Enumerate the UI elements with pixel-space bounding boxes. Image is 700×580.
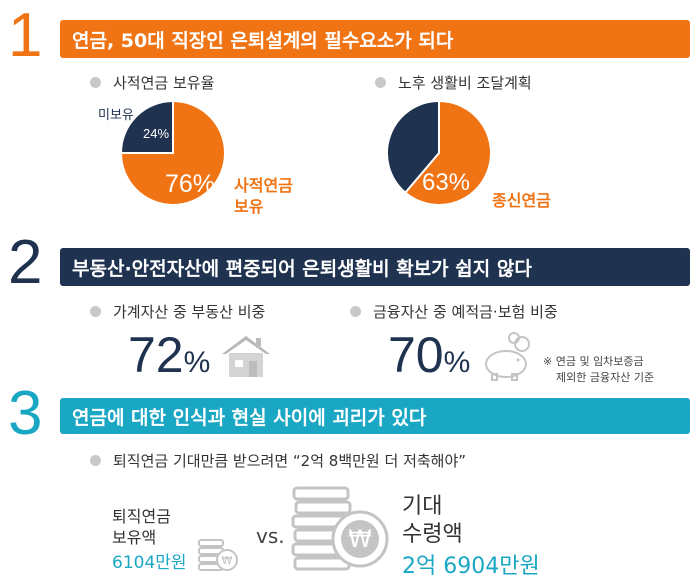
pie-slice-main (403, 99, 492, 206)
section-banner-3: 연금에 대한 인식과 현실 사이에 괴리가 있다 (60, 398, 690, 434)
s1-main-label-line1: 사적연금 (234, 176, 293, 195)
pie-minor-pct: 24% (143, 126, 169, 141)
s3-left-label-line1: 퇴직연금 (112, 507, 171, 526)
s2-left-unit: % (183, 346, 211, 379)
s1-right-title-text: 노후 생활비 조달계획 (398, 74, 532, 92)
s2-right-title-text: 금융자산 중 예적금·보험 비중 (373, 303, 558, 321)
bullet-dot (90, 306, 101, 317)
s2-left-value: 72% (128, 330, 210, 380)
s3-left-label-line2: 보유액 (112, 528, 157, 547)
s1-left-title: 사적연금 보유율 (90, 72, 214, 93)
s3-right-value: 2억 6904만원 (402, 554, 540, 579)
bullet-dot (90, 77, 101, 88)
bullet-dot (90, 455, 101, 466)
house-icon (222, 336, 270, 377)
s1-right-main-label: 종신연금 (492, 191, 551, 210)
section-number-2: 2 (8, 228, 43, 297)
s2-right-unit: % (443, 346, 471, 379)
pie-slice-minor (119, 99, 174, 154)
large-coin-stack-icon: ₩ (291, 486, 389, 571)
s1-minor-label: 미보유 (98, 108, 134, 123)
svg-text:₩: ₩ (222, 554, 233, 567)
pie-slice-main (119, 99, 226, 206)
s1-right-title: 노후 생활비 조달계획 (375, 72, 532, 93)
s2-right-title: 금융자산 중 예적금·보험 비중 (350, 301, 558, 322)
pie-chart-private-pension: 24% 76% (119, 99, 226, 206)
section-banner-2: 부동산·안전자산에 편중되어 은퇴생활비 확보가 쉽지 않다 (60, 248, 690, 286)
pie-main-pct: 76% (165, 170, 215, 198)
s3-title-text: 퇴직연금 기대만큼 받으려면 “2억 8백만원 더 저축해야” (113, 452, 467, 470)
s2-left-number: 72 (128, 327, 184, 383)
s2-left-title-text: 가계자산 중 부동산 비중 (113, 303, 266, 321)
section-banner-1: 연금, 50대 직장인 은퇴설계의 필수요소가 되다 (60, 20, 690, 58)
pie-slice-minor (386, 99, 440, 195)
bullet-dot (375, 77, 386, 88)
section-number-3: 3 (8, 379, 43, 448)
bullet-dot (350, 306, 361, 317)
s2-footnote-line2: 제외한 금융자산 기준 (556, 371, 655, 384)
section-number-1: 1 (8, 1, 43, 70)
coin-stack-icon: ₩ (198, 539, 238, 571)
s3-right-label-line1: 기대 (402, 494, 443, 519)
pie-main-pct: 63% (422, 169, 470, 196)
s3-title: 퇴직연금 기대만큼 받으려면 “2억 8백만원 더 저축해야” (90, 450, 466, 471)
s3-right-label-line2: 수령액 (402, 522, 463, 547)
piggy-bank-icon (485, 332, 530, 381)
s1-main-label-line2: 보유 (234, 197, 264, 216)
s1-left-title-text: 사적연금 보유율 (113, 74, 215, 92)
s3-left-value: 6104만원 (112, 553, 187, 573)
svg-text:₩: ₩ (348, 525, 372, 553)
pie-chart-retirement-funding: 63% (386, 99, 492, 206)
s2-right-number: 70 (388, 327, 444, 383)
s2-right-value: 70% (388, 330, 470, 380)
vs-label: vs. (256, 524, 285, 548)
s2-footnote-line1: ※ 연금 및 임차보증금 (543, 355, 644, 368)
s2-left-title: 가계자산 중 부동산 비중 (90, 301, 265, 322)
